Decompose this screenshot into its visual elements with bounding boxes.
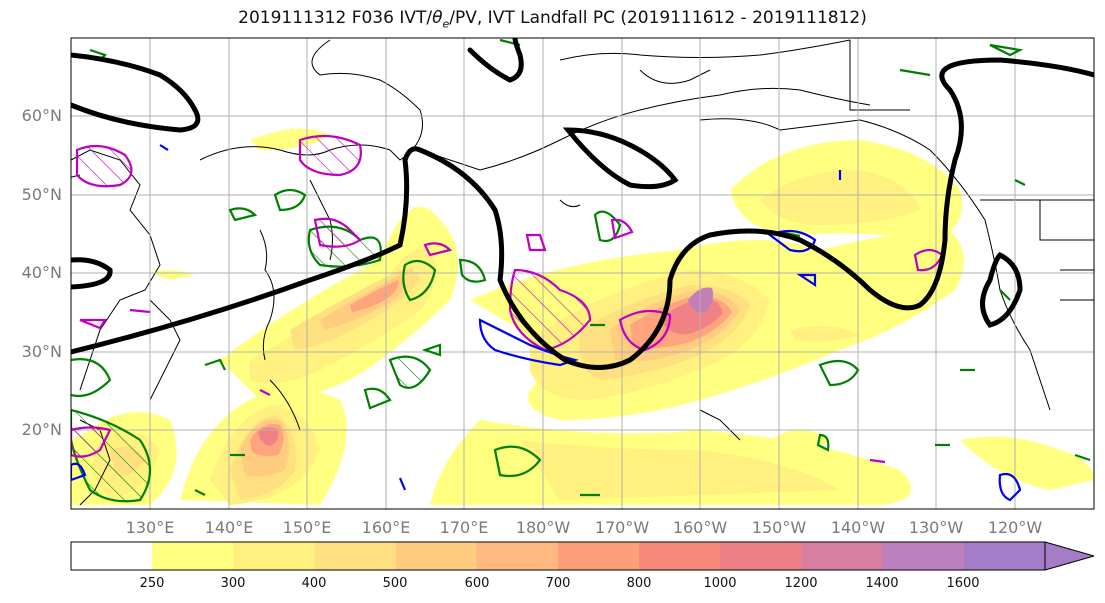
- lat-label-40n: 40°N: [21, 263, 62, 282]
- figure-title: 2019111312 F036 IVT/θe/PV, IVT Landfall …: [238, 8, 867, 31]
- colorbar-tick-800: 800: [626, 576, 652, 591]
- colorbar-cell: [395, 542, 478, 570]
- lat-label-20n: 20°N: [21, 420, 62, 439]
- lon-label-130w: 130°W: [908, 518, 964, 537]
- ivt-shading: [71, 128, 1094, 505]
- colorbar-tick-700: 700: [545, 576, 571, 591]
- lat-label-60n: 60°N: [21, 106, 62, 125]
- lon-label-130e: 130°E: [125, 518, 175, 537]
- lon-label-160e: 160°E: [361, 518, 411, 537]
- lon-label-140e: 140°E: [204, 518, 254, 537]
- lon-label-170e: 170°E: [439, 518, 489, 537]
- colorbar-tick-600: 600: [464, 576, 490, 591]
- lon-label-120w: 120°W: [987, 518, 1043, 537]
- colorbar-tick-500: 500: [382, 576, 408, 591]
- colorbar-tick-300: 300: [220, 576, 246, 591]
- lon-label-180w: 180°W: [515, 518, 571, 537]
- colorbar-cell: [720, 542, 802, 570]
- colorbar-cell: [314, 542, 397, 570]
- colorbar-tick-400: 400: [301, 576, 327, 591]
- colorbar-tick-1600: 1600: [946, 576, 980, 591]
- colorbar-cell: [71, 542, 153, 570]
- colorbar-cell: [801, 542, 884, 570]
- lon-label-150e: 150°E: [282, 518, 332, 537]
- colorbar-extend-arrow: [1045, 542, 1094, 570]
- colorbar-tick-1200: 1200: [784, 576, 818, 591]
- ivt-landfall-contour: [71, 38, 1094, 370]
- colorbar-cell: [558, 542, 640, 570]
- colorbar-frame: [70, 541, 1046, 571]
- colorbar-cell: [476, 542, 559, 570]
- lon-label-140w: 140°W: [830, 518, 886, 537]
- colorbar-cell: [963, 542, 1046, 570]
- pv-contours-blue: [71, 144, 1022, 502]
- lon-label-150w: 150°W: [751, 518, 807, 537]
- colorbar-cell: [233, 542, 315, 570]
- lat-label-50n: 50°N: [21, 185, 62, 204]
- lon-label-160w: 160°W: [672, 518, 728, 537]
- map-frame: [70, 37, 1095, 510]
- lat-label-30n: 30°N: [21, 342, 62, 361]
- colorbar-cell: [152, 542, 234, 570]
- colorbar-cell: [882, 542, 965, 570]
- lon-label-170w: 170°W: [594, 518, 650, 537]
- colorbar-tick-1400: 1400: [865, 576, 899, 591]
- colorbar-tick-250: 250: [139, 576, 165, 591]
- colorbar-tick-1000: 1000: [703, 576, 737, 591]
- colorbar: [70, 541, 1095, 571]
- colorbar-cell: [639, 542, 721, 570]
